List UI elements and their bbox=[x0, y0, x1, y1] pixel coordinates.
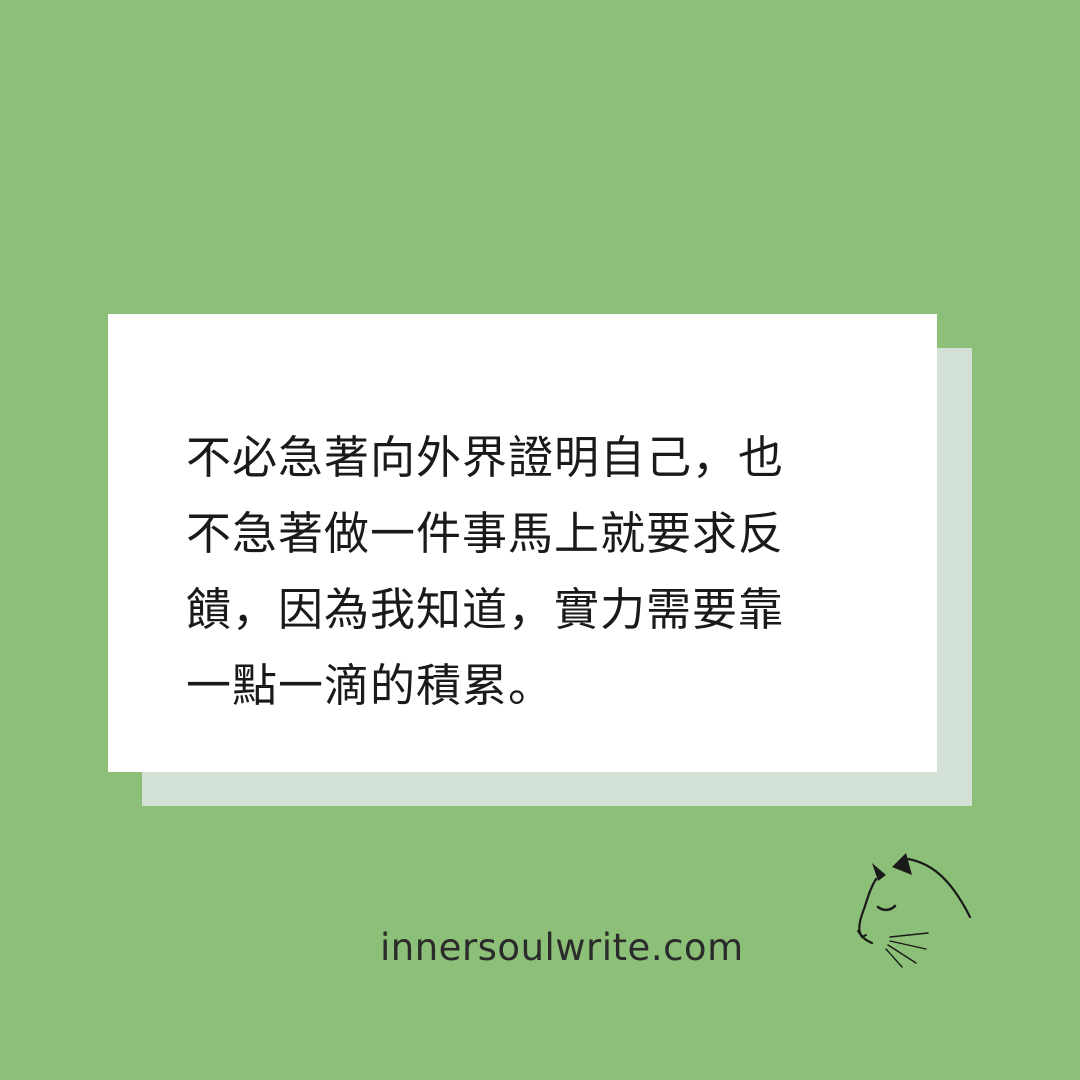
quote-line: 一點一滴的積累。 bbox=[186, 659, 555, 712]
quote-text: 不必急著向外界證明自己，也 不急著做一件事馬上就要求反 饋，因為我知道，實力需要… bbox=[186, 420, 866, 724]
quote-line: 饋，因為我知道，實力需要靠 bbox=[186, 583, 785, 636]
cat-line-icon bbox=[857, 853, 972, 968]
quote-card bbox=[108, 314, 937, 772]
website-label: innersoulwrite.com bbox=[380, 926, 744, 969]
quote-line: 不急著做一件事馬上就要求反 bbox=[186, 507, 785, 560]
quote-line: 不必急著向外界證明自己，也 bbox=[186, 431, 785, 484]
